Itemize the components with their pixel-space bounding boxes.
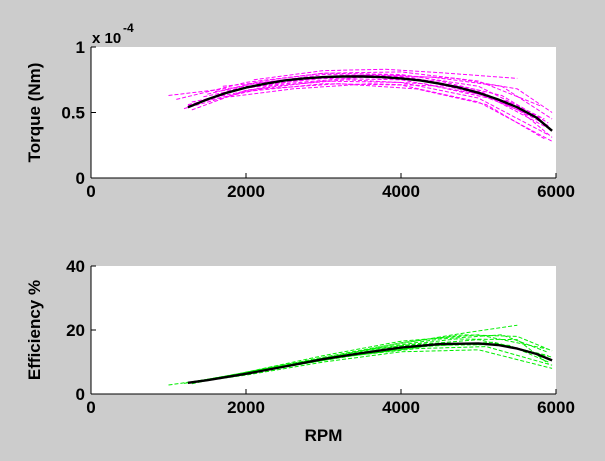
efficiency-axes: 0 2000 4000 6000 0 20 40 Efficiency % RPM xyxy=(25,257,575,445)
y-tick-label: 40 xyxy=(66,257,85,276)
y-tick-label: 0 xyxy=(76,169,85,188)
sample-series-line xyxy=(187,83,545,140)
x-tick-label: 4000 xyxy=(382,398,420,417)
y-multiplier-label: x 10 xyxy=(92,30,121,47)
sample-series-line xyxy=(207,334,549,380)
sample-series-line xyxy=(191,334,549,385)
plot-area xyxy=(91,47,556,178)
mean-series-line xyxy=(187,342,553,384)
mean-series-line xyxy=(187,75,553,132)
y-axis-label: Efficiency % xyxy=(25,280,44,380)
y-tick-label: 20 xyxy=(66,321,85,340)
series-group xyxy=(168,324,553,386)
x-tick-label: 6000 xyxy=(537,182,575,201)
y-tick-label: 1 xyxy=(76,38,85,57)
x-tick-label: 2000 xyxy=(227,398,265,417)
x-axis-label: RPM xyxy=(305,426,343,445)
x-tick-label: 0 xyxy=(86,182,95,201)
sample-series-line xyxy=(222,73,553,113)
x-tick-label: 0 xyxy=(86,398,95,417)
torque-axes: 0 2000 4000 6000 0 0.5 1 Torque (Nm) x 10-4 xyxy=(25,21,575,201)
x-tick-label: 2000 xyxy=(227,182,265,201)
plot-area xyxy=(91,266,556,394)
sample-series-line xyxy=(191,341,553,383)
x-tick-label: 6000 xyxy=(537,398,575,417)
sample-series-line xyxy=(245,334,553,373)
y-tick-label: 0.5 xyxy=(61,104,85,123)
sample-series-line xyxy=(191,79,534,117)
y-multiplier-exponent: -4 xyxy=(123,21,134,35)
y-axis-label: Torque (Nm) xyxy=(25,63,44,163)
x-tick-label: 4000 xyxy=(382,182,420,201)
series-group xyxy=(168,68,553,142)
sample-series-line xyxy=(207,71,541,107)
y-tick-label: 0 xyxy=(76,385,85,404)
sample-series-line xyxy=(176,72,545,120)
sample-series-line xyxy=(253,68,518,81)
